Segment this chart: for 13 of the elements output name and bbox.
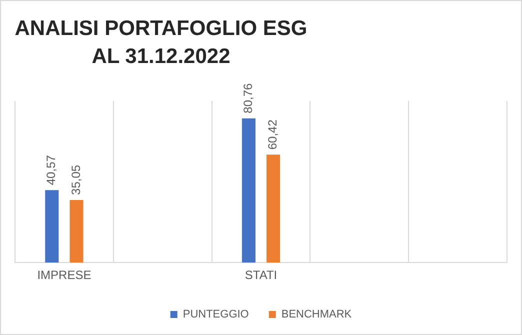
- data-label: 40,57: [44, 154, 58, 186]
- data-label: 35,05: [68, 164, 83, 195]
- legend-label: BENCHMARK: [281, 308, 352, 321]
- data-label: 60,42: [266, 119, 280, 150]
- legend-label: PUNTEGGIO: [182, 308, 250, 321]
- bar: [242, 118, 256, 263]
- bar: [70, 200, 84, 263]
- data-label: 80,76: [241, 82, 256, 114]
- x-tick-label: IMPRESE: [37, 268, 92, 282]
- bar: [45, 190, 59, 263]
- bar: [266, 154, 280, 263]
- x-tick-label: STATI: [244, 268, 278, 282]
- chart-title: ANALISI PORTAFOGLIO ESG AL 31.12.2022: [14, 16, 308, 70]
